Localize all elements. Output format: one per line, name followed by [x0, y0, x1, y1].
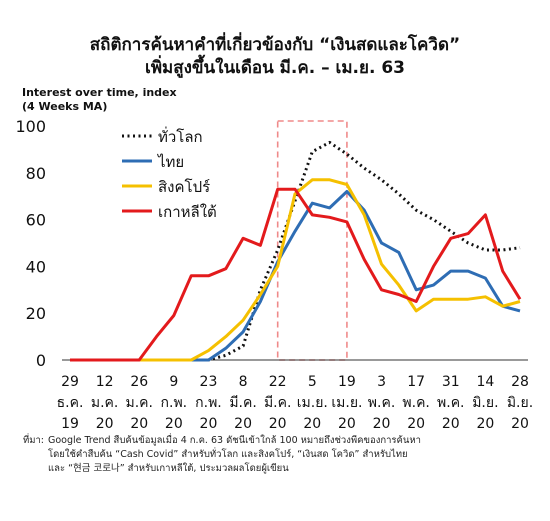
- series-line-3: [70, 187, 522, 362]
- series-line-2: [70, 178, 521, 362]
- x-tick-label: 20: [200, 416, 218, 430]
- x-tick-label: ก.พ.: [195, 395, 222, 411]
- x-tick-label: ม.ค.: [91, 395, 119, 411]
- line-chart: 0 20 40 60 80 100 29 ธ.ค. 19 12 ม.ค. 20 26 ม.ค. 20 9 ก.พ…: [15, 117, 533, 430]
- x-tick-label: 20: [303, 416, 321, 430]
- x-tick-label: 9: [169, 374, 178, 390]
- x-tick-label: 20: [234, 416, 252, 430]
- y-tick-label: 20: [26, 304, 46, 323]
- source-line-1: Google Trend สืบค้นข้อมูลเมื่อ 4 ก.ค. 63…: [48, 435, 421, 446]
- x-tick-label: ธ.ค.: [57, 395, 84, 411]
- x-tick-label: 19: [61, 416, 79, 430]
- x-tick-label: เม.ย.: [331, 395, 362, 411]
- x-tick-label: 3: [377, 374, 386, 390]
- x-tick-label: มิ.ย.: [472, 395, 498, 411]
- y-tick-label: 100: [15, 117, 46, 136]
- y-tick-label: 60: [26, 211, 46, 230]
- legend-label: เกาหลีใต้: [158, 203, 217, 221]
- x-tick-label: 26: [130, 374, 148, 390]
- legend-label: ทั่วโลก: [158, 126, 203, 146]
- x-tick-label: 20: [407, 416, 425, 430]
- x-tick-label: 20: [130, 416, 148, 430]
- legend-label: สิงคโปร์: [158, 178, 210, 196]
- x-tick-label: พ.ค.: [368, 395, 396, 411]
- source-note: ที่มา: Google Trend สืบค้นข้อมูลเมื่อ 4 …: [23, 434, 518, 476]
- x-tick-label: 29: [61, 374, 79, 390]
- y-axis-label-line-2: (4 Weeks MA): [22, 100, 108, 113]
- y-axis-label-line-1: Interest over time, index: [22, 86, 177, 99]
- x-tick-label: มี.ค.: [264, 395, 292, 411]
- y-tick-label: 40: [26, 257, 46, 276]
- x-tick-label: พ.ค.: [402, 395, 430, 411]
- x-tick-label: 22: [269, 374, 287, 390]
- x-tick-label: 8: [239, 374, 248, 390]
- x-tick-label: 31: [442, 374, 460, 390]
- x-tick-label: 20: [269, 416, 287, 430]
- source-label: ที่มา:: [22, 435, 44, 446]
- x-tick-label: 20: [442, 416, 460, 430]
- y-tick-label: 0: [36, 351, 46, 370]
- x-tick-label: 20: [476, 416, 494, 430]
- x-tick-label: 28: [511, 374, 529, 390]
- x-tick-label: เม.ย.: [297, 395, 328, 411]
- source-line-2: โดยใช้คำสืบค้น “Cash Covid” สำหรับทั่วโล…: [48, 449, 408, 460]
- source-line-3: และ “현금 코로나” สำหรับเกาหลีใต้, ประมวลผลโด…: [48, 463, 289, 474]
- x-tick-label: 23: [200, 374, 218, 390]
- chart-title-line-2: เพิ่มสูงขึ้นในเดือน มี.ค. – เม.ย. 63: [145, 58, 405, 78]
- series-line-0: [70, 140, 521, 362]
- y-tick-label: 80: [26, 164, 46, 183]
- x-tick-label: มี.ค.: [229, 395, 257, 411]
- legend-label: ไทย: [157, 153, 184, 171]
- x-tick-label: 14: [476, 374, 494, 390]
- x-tick-label: 5: [308, 374, 317, 390]
- x-tick-label: 20: [338, 416, 356, 430]
- x-tick-label: ม.ค.: [125, 395, 153, 411]
- x-tick-label: 20: [96, 416, 114, 430]
- x-tick-label: ก.พ.: [161, 395, 188, 411]
- x-tick-label: 20: [511, 416, 529, 430]
- series-line-1: [70, 190, 521, 362]
- x-tick-label: 20: [165, 416, 183, 430]
- x-tick-label: 20: [373, 416, 391, 430]
- x-tick-label: 12: [96, 374, 114, 390]
- x-tick-label: 17: [407, 374, 425, 390]
- x-tick-label: 19: [338, 374, 356, 390]
- x-tick-label: มิ.ย.: [507, 395, 533, 411]
- x-tick-label: พ.ค.: [437, 395, 465, 411]
- chart-title-line-1: สถิติการค้นหาคำที่เกี่ยวข้องกับ “เงินสดแ…: [89, 35, 461, 55]
